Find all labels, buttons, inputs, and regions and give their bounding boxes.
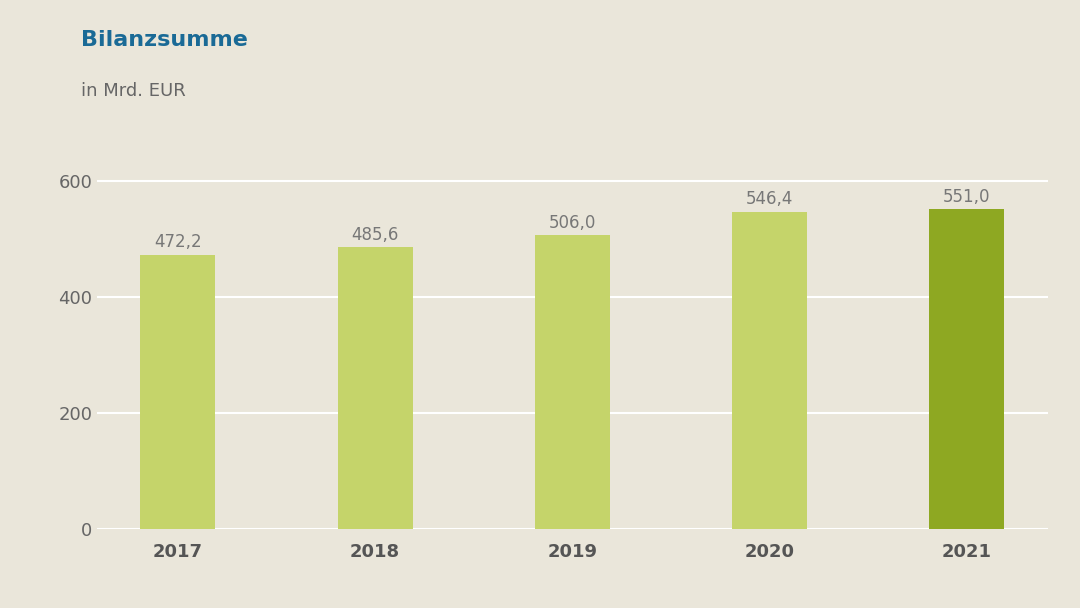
Bar (338, 247, 413, 529)
Text: in Mrd. EUR: in Mrd. EUR (81, 82, 186, 100)
Text: 551,0: 551,0 (943, 188, 990, 206)
Text: 485,6: 485,6 (351, 226, 399, 244)
Bar (732, 212, 807, 529)
Text: 472,2: 472,2 (154, 233, 202, 252)
Bar (535, 235, 610, 529)
Text: 546,4: 546,4 (746, 190, 794, 209)
Bar (930, 209, 1004, 529)
Bar (140, 255, 215, 529)
Text: 506,0: 506,0 (549, 214, 596, 232)
Text: Bilanzsumme: Bilanzsumme (81, 30, 248, 50)
